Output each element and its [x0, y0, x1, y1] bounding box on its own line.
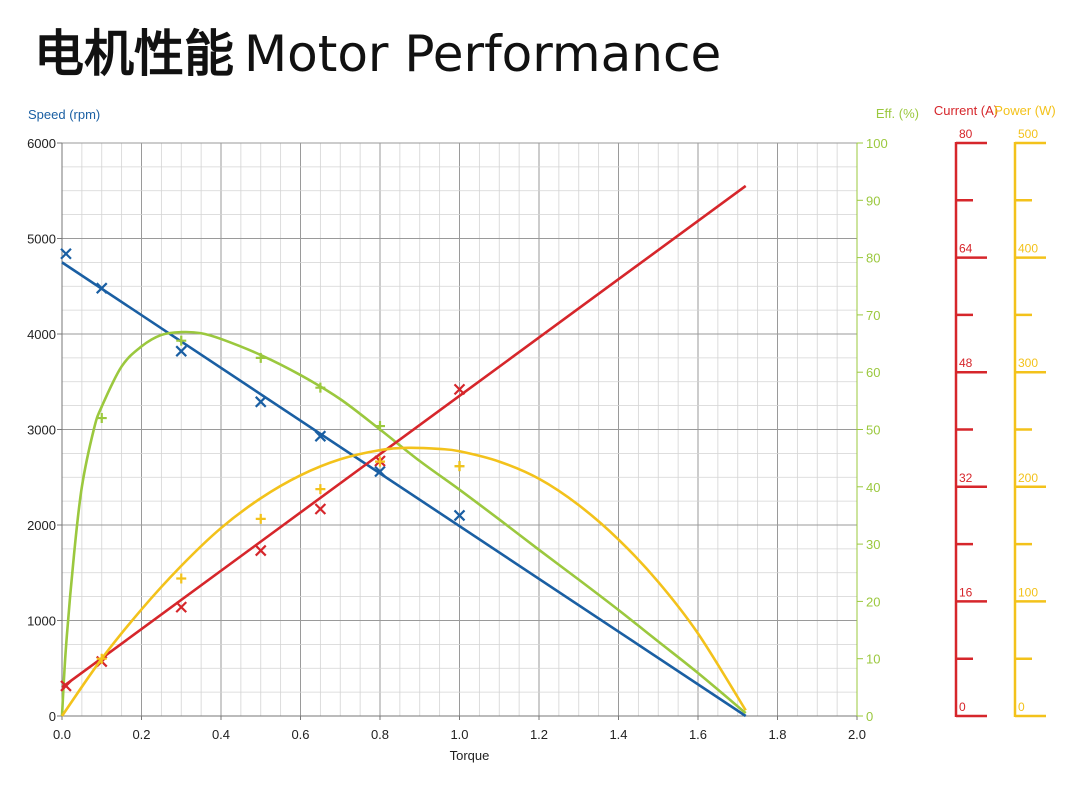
- power-tick-label: 200: [1018, 471, 1038, 485]
- x-tick-label: 1.0: [450, 727, 468, 742]
- series-power: [60, 446, 747, 717]
- x-tick-label: 1.4: [609, 727, 627, 742]
- speed-curve: [61, 261, 747, 718]
- eff-tick-label: 50: [866, 423, 880, 438]
- power-tick-label: 0: [1018, 700, 1025, 714]
- x-axis-label: Torque: [450, 748, 490, 763]
- eff-tick-label: 40: [866, 480, 880, 495]
- power-tick-label: 400: [1018, 242, 1038, 256]
- eff-tick-label: 80: [866, 251, 880, 266]
- speed-axis-label: Speed (rpm): [28, 107, 100, 122]
- speed-data-point: [453, 509, 466, 522]
- speed-data-point: [314, 430, 327, 442]
- x-tick-label: 1.2: [530, 727, 548, 742]
- eff-tick-label: 0: [866, 709, 873, 724]
- eff-tick-label: 90: [866, 193, 880, 208]
- power-data-point: [255, 513, 266, 524]
- power-data-point: [315, 484, 326, 495]
- power-scale: 0 100 200 300 400 500 Power (W): [994, 103, 1056, 718]
- series-current: [60, 184, 747, 692]
- title-english: Motor Performance: [244, 25, 722, 83]
- eff-tick-label: 20: [866, 594, 880, 609]
- x-tick-label: 2.0: [848, 727, 866, 742]
- x-tick-label: 0.0: [53, 727, 71, 742]
- current-tick-label: 16: [959, 585, 973, 599]
- speed-tick-label: 2000: [27, 518, 56, 533]
- page-title: 电机性能 Motor Performance: [34, 14, 721, 86]
- power-tick-label: 100: [1018, 585, 1038, 599]
- current-axis-label: Current (A): [934, 103, 998, 118]
- grid: [61, 142, 858, 717]
- power-tick-label: 500: [1018, 127, 1038, 141]
- eff-data-point: [176, 335, 187, 346]
- eff-data-point: [255, 352, 266, 363]
- title-chinese: 电机性能: [34, 25, 234, 83]
- axes: 0.0 0.2 0.4 0.6 0.8 1.0 1.2 1.4 1.6 1.8 2.0 Torque 0…: [27, 106, 919, 763]
- side-scales: 0 16 32 48 64 80 Current (A) 0 100 200 300 400 500 Po…: [934, 103, 1056, 718]
- speed-data-point: [175, 345, 188, 357]
- power-axis-label: Power (W): [994, 103, 1055, 118]
- x-tick-label: 0.6: [291, 727, 309, 742]
- power-data-point: [375, 456, 385, 467]
- eff-data-point: [96, 413, 107, 424]
- current-curve: [61, 184, 747, 689]
- current-tick-label: 0: [959, 700, 966, 714]
- current-tick-label: 64: [959, 242, 973, 256]
- speed-tick-label: 0: [49, 709, 56, 724]
- series-speed: [60, 248, 747, 718]
- power-data-point: [96, 653, 107, 664]
- eff-data-point: [375, 421, 385, 432]
- current-data-point: [175, 601, 188, 613]
- speed-data-point: [254, 396, 267, 408]
- eff-axis-label: Eff. (%): [876, 106, 919, 121]
- x-tick-label: 1.8: [768, 727, 786, 742]
- speed-tick-label: 5000: [27, 232, 56, 247]
- power-tick-label: 300: [1018, 356, 1038, 370]
- speed-tick-label: 6000: [27, 136, 56, 151]
- current-data-point: [254, 544, 267, 557]
- current-tick-label: 32: [959, 471, 973, 485]
- speed-tick-label: 4000: [27, 327, 56, 342]
- eff-tick-label: 100: [866, 136, 888, 151]
- current-data-point: [60, 680, 72, 692]
- x-tick-label: 0.2: [132, 727, 150, 742]
- eff-tick-label: 10: [866, 652, 880, 667]
- current-data-point: [314, 503, 327, 515]
- eff-tick-label: 60: [866, 365, 880, 380]
- current-scale: 0 16 32 48 64 80 Current (A): [934, 103, 998, 718]
- current-tick-label: 80: [959, 127, 973, 141]
- eff-tick-label: 70: [866, 308, 880, 323]
- current-data-point: [453, 383, 466, 396]
- speed-data-point: [95, 282, 108, 294]
- speed-tick-label: 3000: [27, 423, 56, 438]
- eff-curve: [60, 330, 747, 717]
- power-curve: [60, 446, 747, 717]
- speed-data-point: [374, 465, 386, 478]
- current-tick-label: 48: [959, 356, 973, 370]
- speed-data-point: [60, 248, 72, 260]
- power-data-point: [454, 461, 465, 472]
- speed-tick-label: 1000: [27, 614, 56, 629]
- eff-data-point: [315, 382, 326, 393]
- eff-tick-label: 30: [866, 537, 880, 552]
- power-data-point: [176, 573, 187, 584]
- x-tick-label: 0.4: [212, 727, 230, 742]
- series: [60, 184, 747, 718]
- x-tick-label: 0.8: [371, 727, 389, 742]
- x-tick-label: 1.6: [689, 727, 707, 742]
- series-eff: [60, 330, 747, 717]
